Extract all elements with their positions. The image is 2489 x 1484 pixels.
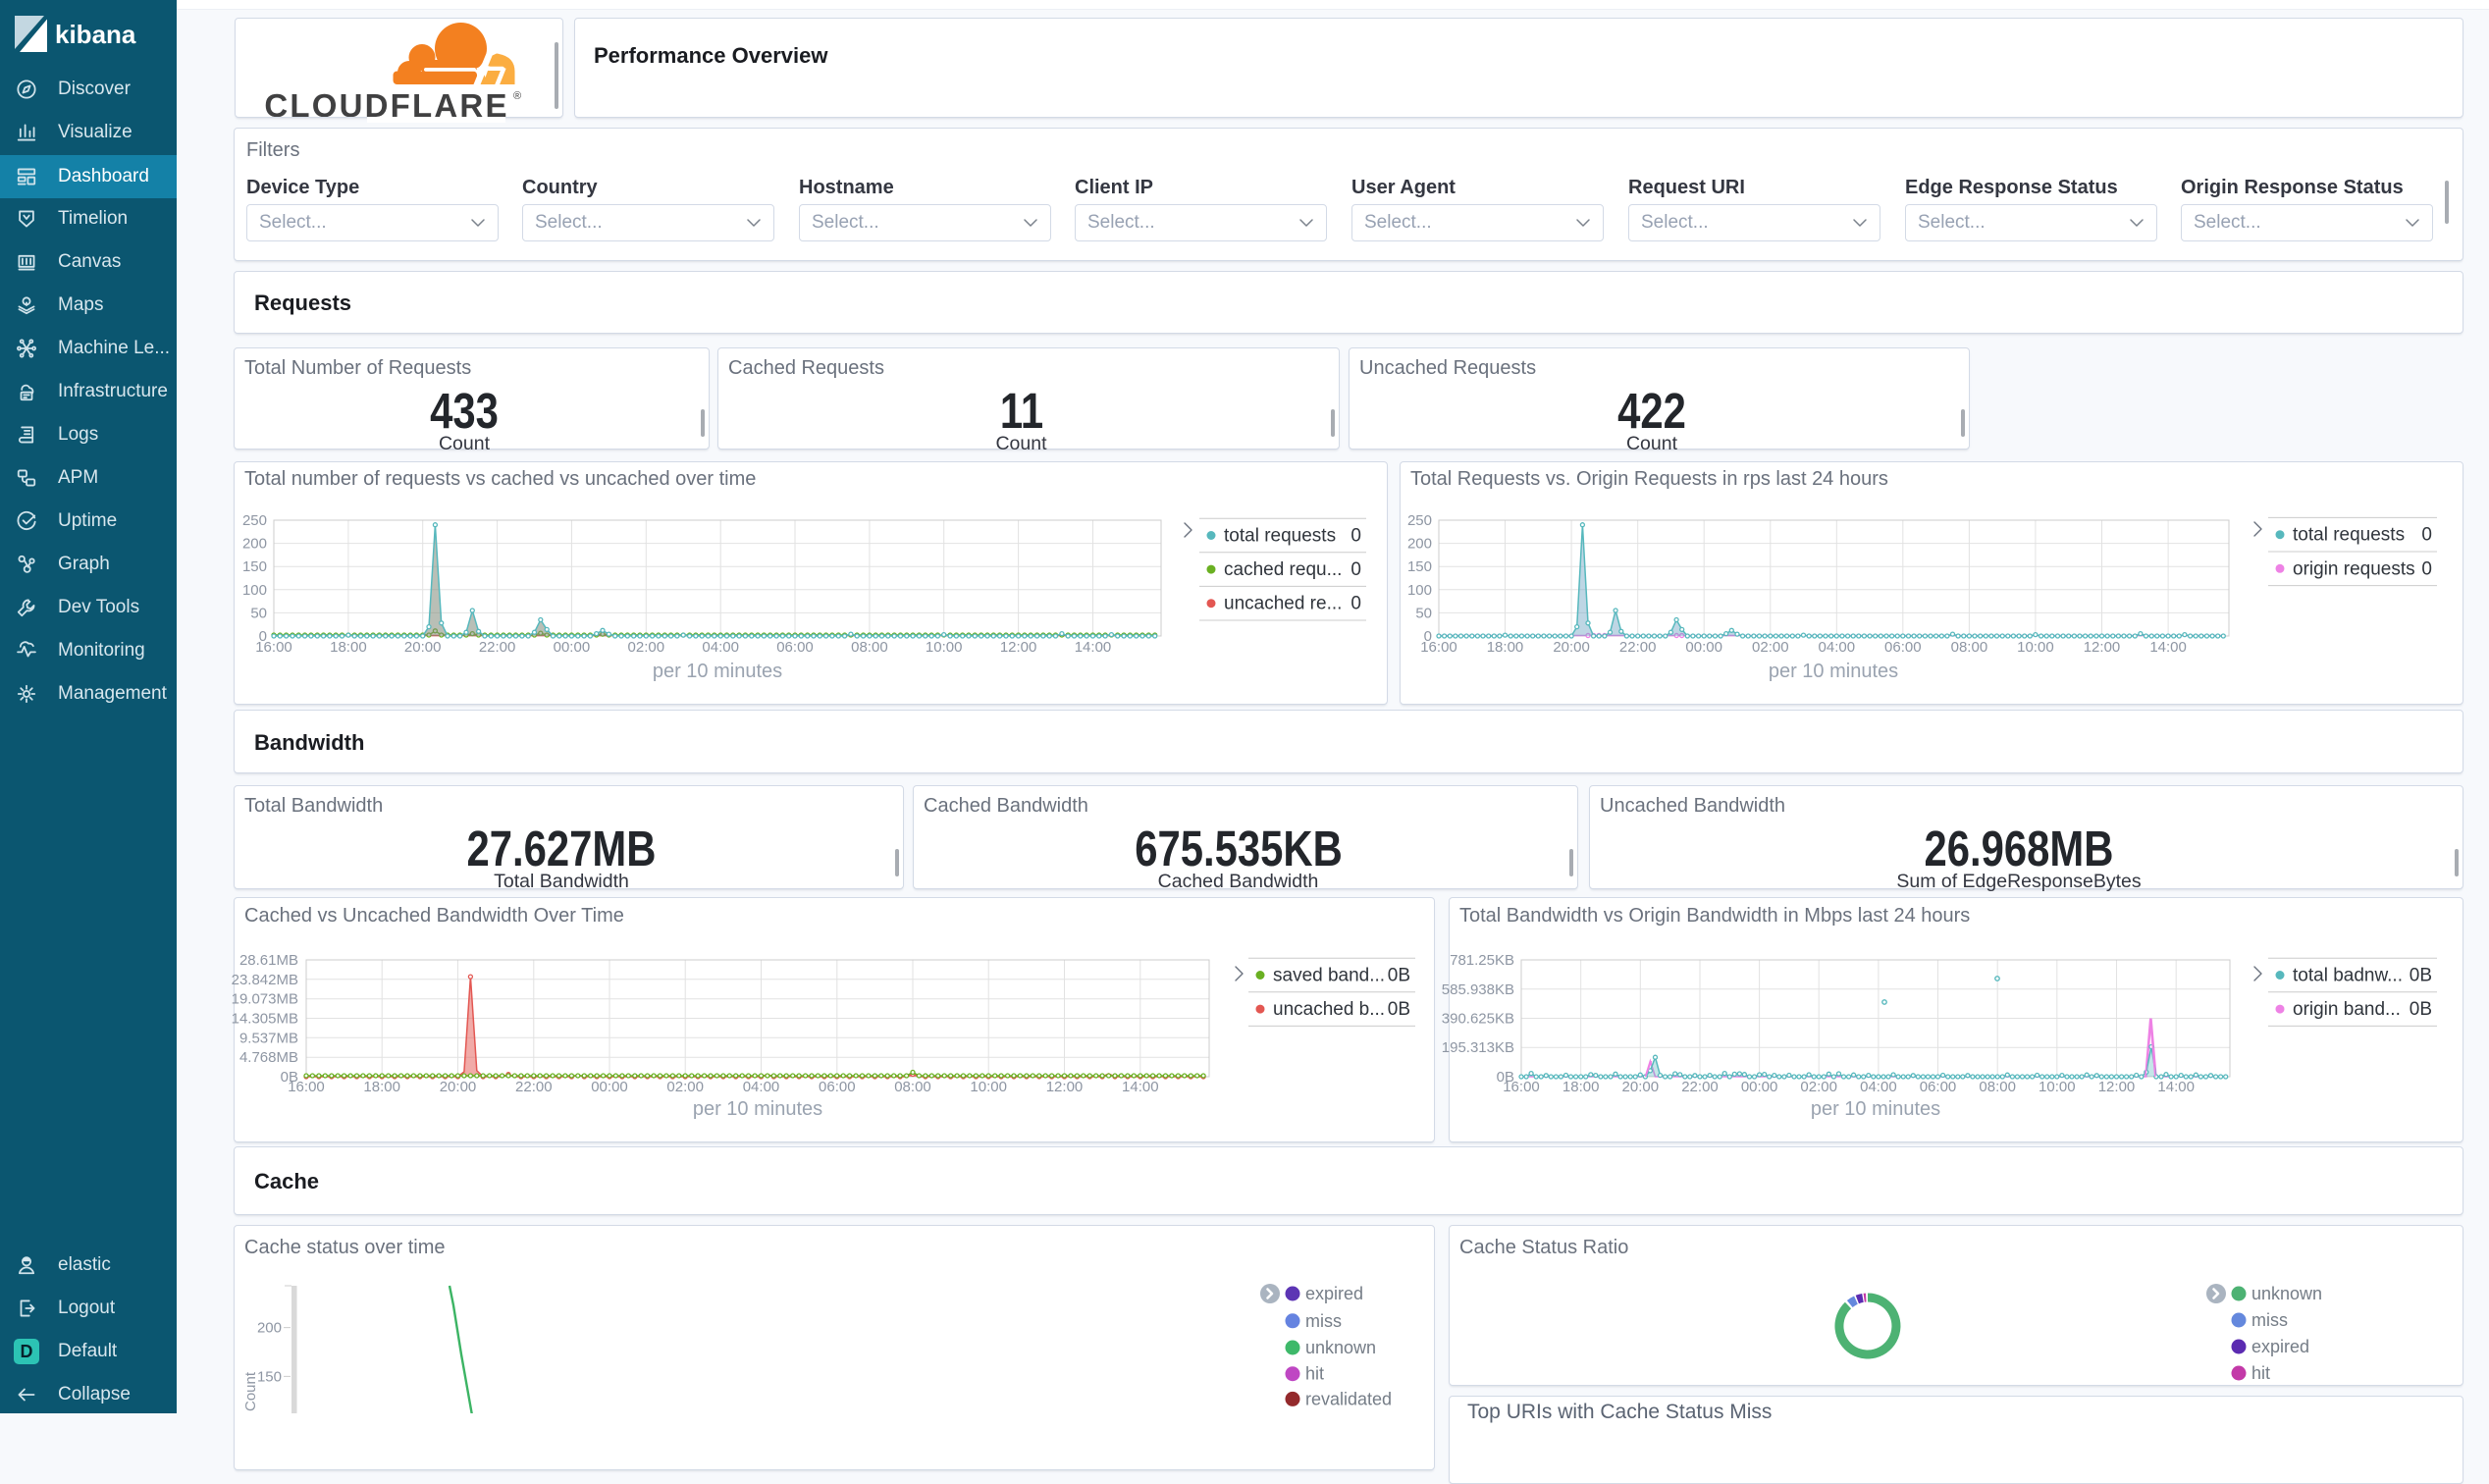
svg-text:CLOUDFLARE: CLOUDFLARE xyxy=(264,87,508,117)
svg-text:®: ® xyxy=(513,90,521,102)
